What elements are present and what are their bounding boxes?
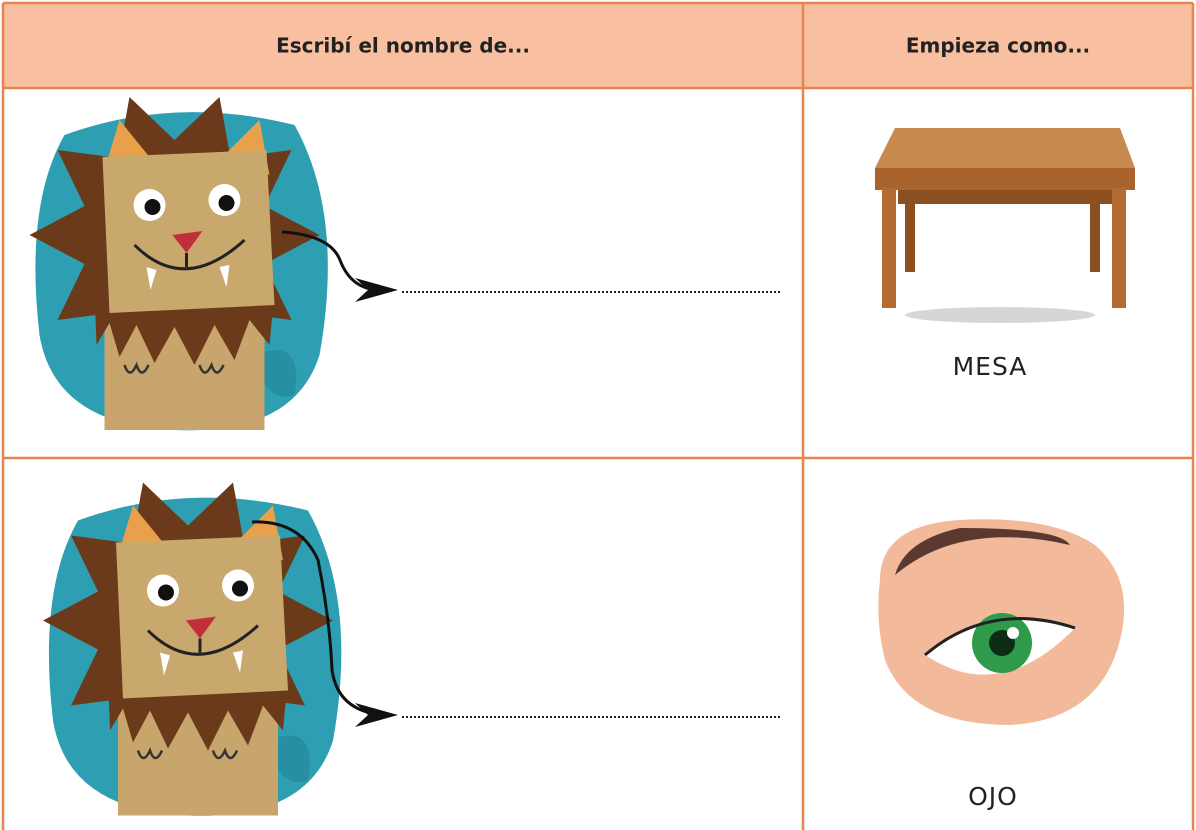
arrowhead [355,278,398,302]
word-label: OJO [968,782,1018,811]
header-cell: Escribí el nombre de... [276,34,530,58]
table-image [875,128,1135,323]
arrow [251,520,386,717]
lion-image [27,95,330,432]
header-bg [3,3,1193,88]
arrowhead [355,703,398,727]
eye-image [878,519,1125,725]
word-label: MESA [953,352,1028,381]
header-cell: Empieza como... [906,34,1090,58]
